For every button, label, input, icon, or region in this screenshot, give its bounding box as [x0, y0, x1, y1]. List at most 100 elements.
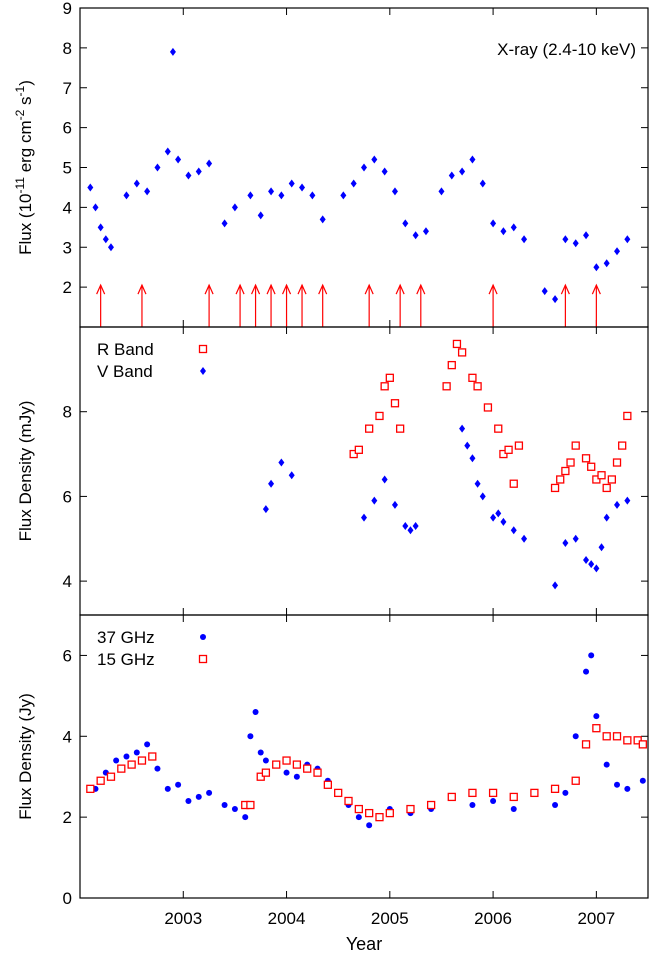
data-point: [278, 191, 285, 200]
data-point: [581, 454, 591, 463]
data-point: [292, 760, 302, 769]
data-point: [247, 191, 254, 200]
ytick-label: 4: [63, 572, 72, 591]
xtick-label: 2006: [474, 909, 512, 928]
data-point: [349, 449, 358, 459]
data-point: [469, 155, 476, 164]
data-point: [407, 526, 414, 535]
data-point: [221, 802, 228, 809]
data-point: [247, 733, 254, 740]
data-point: [288, 471, 295, 480]
data-point: [468, 788, 477, 798]
data-point: [495, 509, 502, 518]
data-point: [521, 235, 528, 244]
data-point: [96, 776, 105, 785]
data-point: [371, 155, 378, 164]
data-point: [148, 752, 157, 761]
data-point: [395, 424, 405, 433]
ytick-label: 9: [63, 0, 72, 18]
upper-limit-arrowhead: [251, 283, 261, 295]
data-point: [385, 373, 394, 382]
data-point: [612, 458, 622, 467]
upper-limit-arrowhead: [560, 283, 570, 295]
data-point: [438, 187, 445, 196]
ytick-label: 6: [63, 119, 72, 138]
data-point: [583, 668, 590, 675]
data-point: [468, 373, 477, 382]
data-point: [195, 793, 202, 800]
ytick-label: 7: [63, 79, 72, 98]
data-point: [614, 247, 621, 256]
data-point: [299, 183, 306, 192]
data-point: [614, 500, 621, 509]
data-point: [195, 167, 202, 176]
data-point: [293, 773, 300, 780]
data-point: [614, 781, 621, 788]
data-point: [638, 740, 647, 749]
legend-marker: [198, 654, 208, 664]
legend-label: 37 GHz: [97, 628, 155, 647]
data-point: [361, 513, 367, 522]
data-point: [473, 382, 482, 391]
data-point: [593, 713, 600, 720]
data-point: [402, 522, 409, 531]
upper-limit-arrowhead: [281, 283, 292, 295]
data-point: [592, 475, 601, 484]
data-point: [113, 757, 120, 764]
y-axis-label: Flux Density (mJy): [16, 401, 35, 542]
legend-label: 15 GHz: [97, 650, 155, 669]
data-point: [479, 492, 486, 501]
y-axis-label-part: s: [16, 96, 35, 109]
data-point: [624, 496, 631, 505]
data-point: [309, 191, 316, 200]
legend-label: V Band: [97, 362, 153, 381]
data-point: [365, 424, 374, 433]
data-point: [588, 560, 595, 569]
data-point: [412, 231, 419, 240]
data-point: [252, 709, 259, 716]
data-point: [278, 458, 285, 467]
data-point: [257, 211, 264, 220]
data-point: [282, 756, 291, 765]
data-point: [385, 808, 394, 818]
data-point: [107, 243, 114, 252]
data-point: [509, 792, 518, 802]
ytick-label: 0: [63, 889, 72, 908]
data-point: [571, 776, 580, 785]
data-point: [242, 814, 249, 821]
data-point: [602, 483, 611, 493]
data-point: [87, 183, 94, 192]
data-point: [623, 411, 632, 421]
data-point: [514, 441, 524, 450]
data-point: [102, 235, 109, 244]
data-point: [261, 768, 271, 777]
data-point: [490, 797, 497, 804]
ytick-label: 3: [63, 238, 72, 257]
data-point: [117, 764, 126, 773]
data-point: [106, 772, 116, 781]
upper-limit-arrowhead: [488, 283, 498, 295]
upper-limit-arrowhead: [318, 283, 328, 295]
data-point: [221, 219, 228, 228]
data-point: [509, 479, 518, 488]
data-point: [361, 163, 367, 172]
data-point: [185, 797, 192, 804]
ytick-label: 5: [63, 159, 72, 178]
data-point: [552, 295, 559, 304]
data-point: [123, 191, 130, 200]
data-point: [474, 479, 481, 488]
data-point: [457, 348, 467, 357]
data-point: [447, 360, 456, 370]
data-point: [86, 784, 95, 793]
data-point: [623, 736, 632, 745]
data-point: [334, 788, 343, 798]
y-axis-label-part: ): [16, 80, 35, 86]
data-point: [268, 479, 275, 488]
data-point: [448, 171, 455, 180]
y-axis-label-part: erg cm: [16, 120, 35, 177]
data-point: [562, 235, 569, 244]
data-point: [452, 339, 462, 349]
data-point: [380, 382, 389, 391]
data-point: [246, 800, 255, 810]
data-point: [426, 800, 436, 810]
